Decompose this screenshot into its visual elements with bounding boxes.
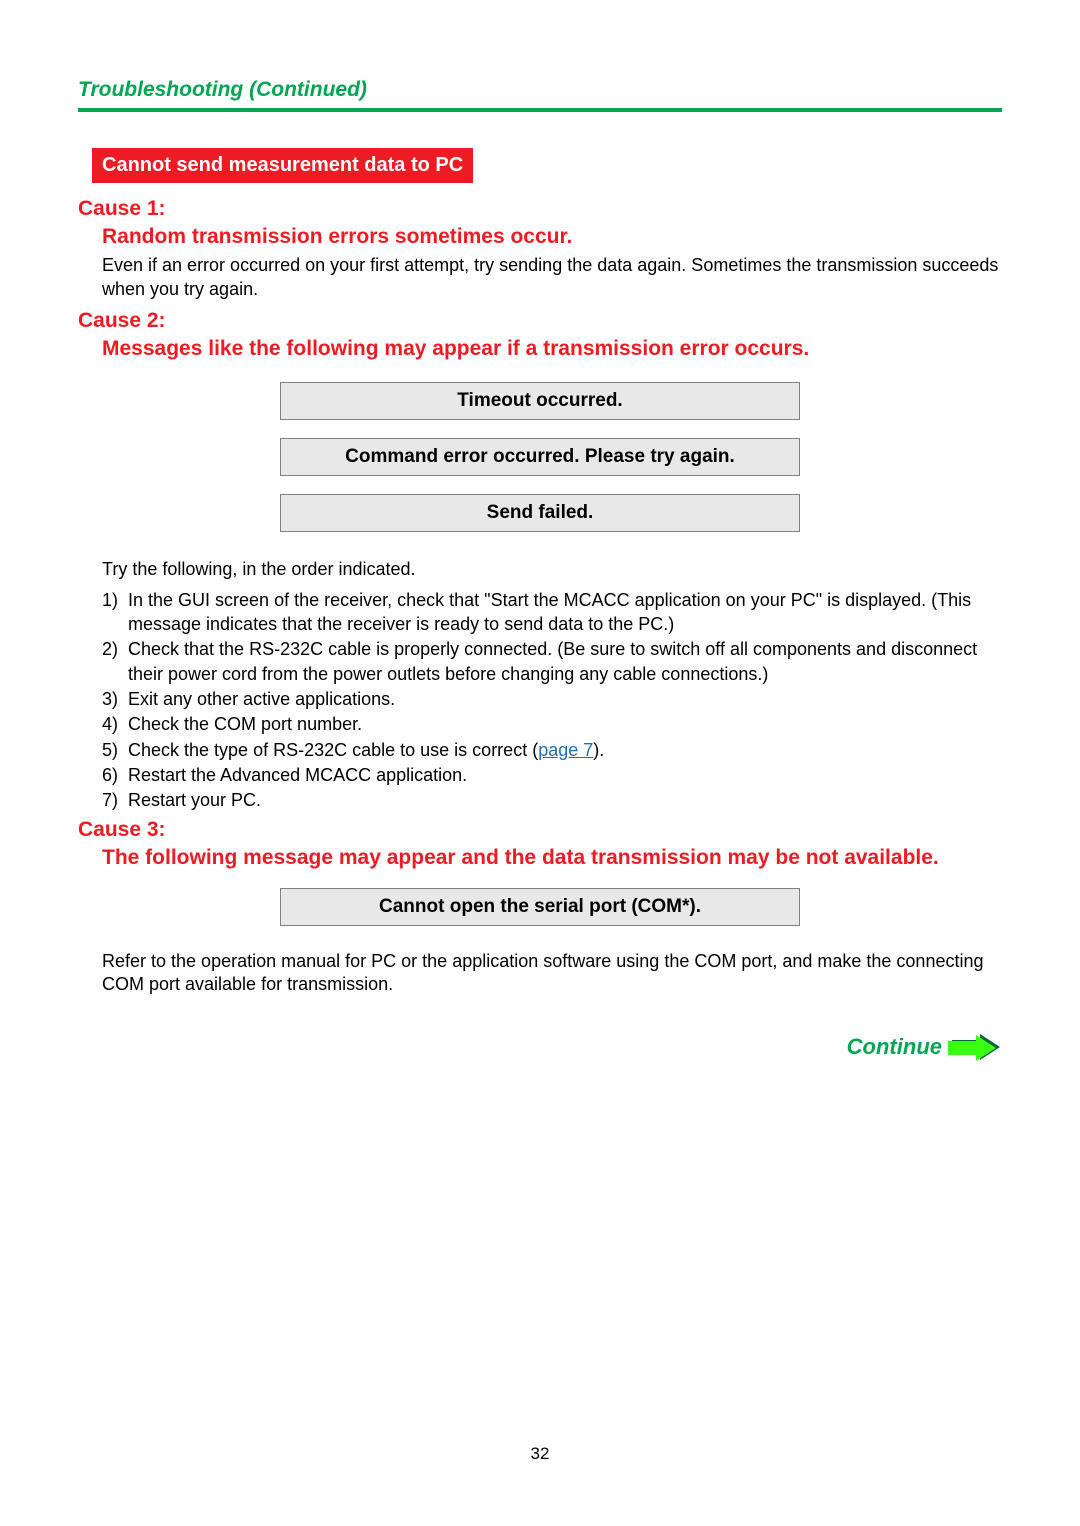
list-item: 1) In the GUI screen of the receiver, ch… (102, 588, 1002, 637)
list-item: 7) Restart your PC. (102, 788, 1002, 812)
step-number: 4) (102, 712, 128, 736)
cause-3-label: Cause 3: (78, 818, 1002, 842)
page-number: 32 (0, 1444, 1080, 1464)
cause-2-label: Cause 2: (78, 309, 1002, 333)
cause-2-messages: Timeout occurred. Command error occurred… (78, 382, 1002, 532)
page-link[interactable]: page 7 (538, 740, 593, 760)
continue-button[interactable]: Continue (847, 1032, 1002, 1062)
message-box: Command error occurred. Please try again… (280, 438, 800, 476)
step-number: 2) (102, 637, 128, 686)
cause-1-desc: Random transmission errors sometimes occ… (102, 223, 1002, 250)
list-item: 2) Check that the RS-232C cable is prope… (102, 637, 1002, 686)
step-text: In the GUI screen of the receiver, check… (128, 588, 1002, 637)
step-text: Restart your PC. (128, 788, 1002, 812)
step-number: 1) (102, 588, 128, 637)
message-box: Cannot open the serial port (COM*). (280, 888, 800, 926)
cause-1-label: Cause 1: (78, 197, 1002, 221)
step-number: 5) (102, 738, 128, 762)
cause-3-body: Refer to the operation manual for PC or … (102, 950, 1002, 997)
section-title-box: Cannot send measurement data to PC (92, 148, 473, 183)
step-text: Check that the RS-232C cable is properly… (128, 637, 1002, 686)
page-header-title: Troubleshooting (Continued) (78, 78, 1002, 102)
step-text: Check the COM port number. (128, 712, 1002, 736)
step-number: 6) (102, 763, 128, 787)
cause-2-desc: Messages like the following may appear i… (102, 335, 1002, 362)
list-item: 6) Restart the Advanced MCACC applicatio… (102, 763, 1002, 787)
continue-arrow-icon (948, 1032, 1002, 1062)
step-number: 3) (102, 687, 128, 711)
cause-1-body: Even if an error occurred on your first … (102, 254, 1002, 301)
cause-3-messages: Cannot open the serial port (COM*). (78, 888, 1002, 926)
step-text: Exit any other active applications. (128, 687, 1002, 711)
continue-label: Continue (847, 1034, 942, 1060)
message-box: Timeout occurred. (280, 382, 800, 420)
page-content: Troubleshooting (Continued) Cannot send … (0, 0, 1080, 997)
list-item: 5) Check the type of RS-232C cable to us… (102, 738, 1002, 762)
step-text: Check the type of RS-232C cable to use i… (128, 738, 1002, 762)
cause-3-desc: The following message may appear and the… (102, 844, 1002, 871)
cause-2-intro: Try the following, in the order indicate… (102, 558, 1002, 581)
list-item: 3) Exit any other active applications. (102, 687, 1002, 711)
step-text: Restart the Advanced MCACC application. (128, 763, 1002, 787)
header-rule (78, 108, 1002, 112)
cause-2-steps: 1) In the GUI screen of the receiver, ch… (102, 588, 1002, 813)
list-item: 4) Check the COM port number. (102, 712, 1002, 736)
message-box: Send failed. (280, 494, 800, 532)
step-number: 7) (102, 788, 128, 812)
